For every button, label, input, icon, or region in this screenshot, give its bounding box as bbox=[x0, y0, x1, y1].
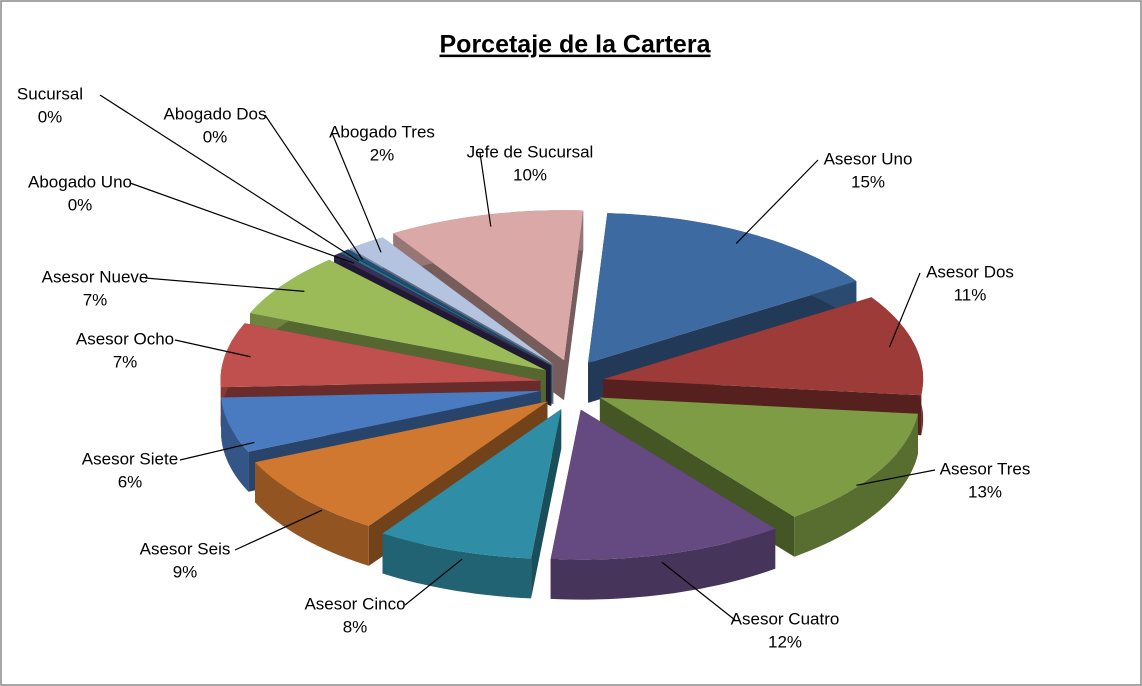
slice-value-label: 11% bbox=[954, 285, 987, 304]
slice-wall bbox=[550, 528, 776, 600]
slice-value-label: 9% bbox=[173, 562, 198, 581]
slice-top bbox=[343, 249, 552, 366]
slice-wall bbox=[255, 462, 369, 566]
slice-label: Asesor Tres bbox=[940, 459, 1031, 478]
slice-side bbox=[564, 210, 584, 401]
slice-value-label: 7% bbox=[113, 352, 138, 371]
slice-wall bbox=[794, 413, 918, 557]
slice-label: Asesor Seis bbox=[140, 539, 231, 558]
slice-top bbox=[250, 259, 546, 371]
leader-line bbox=[174, 339, 251, 358]
slice-top bbox=[588, 213, 857, 363]
slice-top bbox=[350, 237, 554, 365]
leader-line bbox=[856, 469, 936, 486]
slice-value-label: 15% bbox=[851, 172, 885, 191]
slice-value-label: 13% bbox=[968, 482, 1002, 501]
slice-top bbox=[550, 409, 776, 560]
pie-slice bbox=[550, 409, 776, 600]
slice-value-label: 7% bbox=[83, 290, 108, 309]
slice-wall bbox=[221, 397, 249, 492]
leader-line bbox=[234, 509, 323, 551]
slice-value-label: 0% bbox=[68, 195, 93, 214]
chart-title: Porcetaje de la Cartera bbox=[440, 31, 712, 59]
leader-line bbox=[264, 114, 364, 260]
slice-top bbox=[220, 323, 541, 388]
slice-top bbox=[382, 409, 562, 559]
leader-line bbox=[735, 159, 819, 245]
slice-value-label: 6% bbox=[118, 472, 143, 491]
slice-value-label: 0% bbox=[203, 127, 228, 146]
slice-label: Abogado Uno bbox=[28, 172, 132, 191]
slice-label: Asesor Cuatro bbox=[731, 609, 840, 628]
leader-line bbox=[331, 132, 382, 253]
slice-label: Abogado Dos bbox=[163, 104, 266, 123]
leader-line bbox=[144, 277, 305, 292]
slice-wall bbox=[382, 533, 532, 599]
leader-line bbox=[404, 558, 463, 606]
slice-top bbox=[340, 251, 552, 366]
slice-top bbox=[334, 253, 551, 366]
slice-top bbox=[221, 390, 541, 452]
pie-slice bbox=[382, 409, 562, 599]
leader-line bbox=[99, 94, 360, 262]
slice-label: Asesor Cinco bbox=[304, 594, 405, 613]
leader-line bbox=[661, 561, 736, 621]
slice-top bbox=[603, 297, 924, 396]
slice-side bbox=[531, 409, 562, 599]
leader-line bbox=[179, 441, 255, 461]
slice-value-label: 10% bbox=[513, 165, 547, 184]
slice-label: Sucursal bbox=[17, 84, 83, 103]
slice-label: Asesor Siete bbox=[82, 449, 178, 468]
slice-top bbox=[599, 397, 918, 517]
slice-value-label: 8% bbox=[343, 617, 368, 636]
leader-line bbox=[479, 152, 492, 227]
slice-value-label: 12% bbox=[768, 632, 802, 651]
slice-label: Jefe de Sucursal bbox=[467, 142, 594, 161]
slice-value-label: 0% bbox=[38, 107, 63, 126]
slice-label: Abogado Tres bbox=[329, 122, 435, 141]
slice-label: Asesor Nueve bbox=[42, 267, 149, 286]
leader-line bbox=[888, 272, 921, 348]
slice-top bbox=[255, 401, 548, 526]
leader-line bbox=[129, 182, 355, 264]
slice-label: Asesor Dos bbox=[926, 262, 1014, 281]
slice-label: Asesor Uno bbox=[824, 149, 913, 168]
slice-top bbox=[393, 210, 584, 361]
slice-value-label: 2% bbox=[370, 145, 395, 164]
slice-label: Asesor Ocho bbox=[76, 329, 174, 348]
